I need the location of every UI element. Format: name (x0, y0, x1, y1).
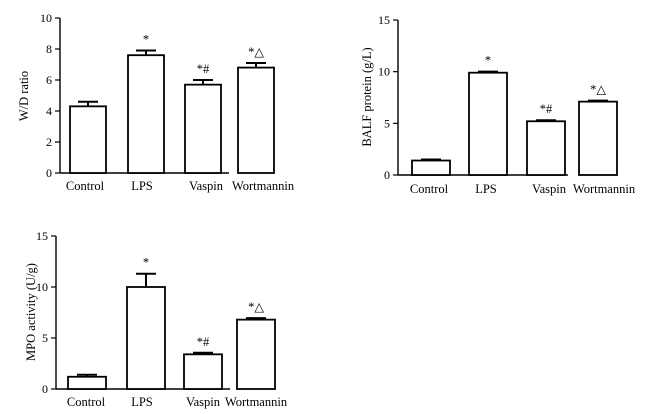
bar (411, 159, 451, 176)
significance-marker: *# (540, 102, 553, 116)
bar (184, 83, 222, 174)
bar (69, 105, 107, 174)
y-tick-label: 4 (46, 104, 52, 118)
significance-marker: * (143, 33, 149, 47)
significance-marker: *# (197, 335, 210, 349)
chart-mpo-activity: 0 5 10 15 MPO activity (U/g) Control * LPS *# Vas… (24, 229, 288, 409)
category-label: Wortmannin (225, 395, 288, 409)
y-tick-label: 10 (378, 65, 390, 79)
bar (237, 66, 275, 174)
bar (468, 71, 508, 176)
y-axis-label: W/D ratio (17, 71, 31, 121)
y-axis-label: BALF protein (g/L) (360, 47, 374, 146)
category-label: LPS (131, 395, 153, 409)
y-axis-label: MPO activity (U/g) (24, 263, 38, 361)
category-label: Vaspin (186, 395, 221, 409)
category-label: LPS (131, 179, 153, 193)
y-tick-label: 8 (46, 42, 52, 56)
category-label: Control (410, 182, 449, 196)
bar (67, 375, 107, 390)
bar (236, 318, 276, 390)
y-tick-label: 10 (36, 280, 48, 294)
significance-marker: *△ (248, 45, 264, 59)
y-tick-label: 6 (46, 73, 52, 87)
chart-balf-protein: 0 5 10 15 BALF protein (g/L) Control * LPS *# Vas… (360, 13, 636, 196)
y-tick-label: 15 (378, 13, 390, 27)
significance-marker: * (143, 256, 149, 270)
y-tick-label: 2 (46, 135, 52, 149)
y-tick-label: 5 (384, 116, 390, 130)
category-label: Control (67, 395, 106, 409)
y-tick-label: 0 (46, 166, 52, 180)
chart-wd-ratio: 0 2 4 6 8 10 W/D ratio Control * LPS *# Vaspin *△ Wor… (17, 11, 295, 193)
significance-marker: *# (197, 62, 210, 76)
y-tick-label: 15 (36, 229, 48, 243)
y-tick-label: 10 (40, 11, 52, 25)
y-tick-label: 0 (384, 168, 390, 182)
significance-marker: *△ (590, 83, 606, 97)
y-tick-label: 5 (42, 331, 48, 345)
significance-marker: *△ (248, 300, 264, 314)
y-tick-label: 0 (42, 382, 48, 396)
bar (126, 286, 166, 390)
bar (578, 100, 618, 176)
category-label: Wortmannin (573, 182, 636, 196)
significance-marker: * (485, 54, 491, 68)
category-label: Wortmannin (232, 179, 295, 193)
bar (183, 353, 223, 390)
category-label: Vaspin (189, 179, 224, 193)
bar (127, 54, 165, 174)
category-label: Vaspin (532, 182, 567, 196)
bar (526, 120, 566, 176)
category-label: Control (66, 179, 105, 193)
category-label: LPS (475, 182, 497, 196)
